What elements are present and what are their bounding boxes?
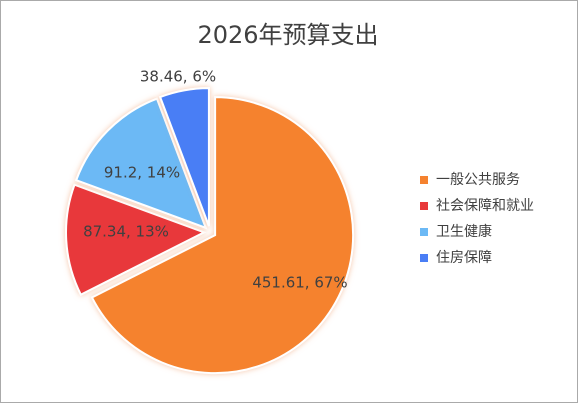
chart-title: 2026年预算支出 [197,21,378,49]
legend-label: 卫生健康 [436,223,492,240]
pie-slice [74,97,208,230]
pie-slice [90,96,355,375]
pie-slice [65,183,207,296]
legend-label: 一般公共服务 [436,172,520,188]
data-label: 38.46, 6% [140,68,216,86]
pie-slice [158,87,210,227]
data-label: 91.2, 14% [104,164,180,182]
legend-marker [420,228,428,236]
data-label: 451.61, 67% [252,274,347,292]
legend-label: 住房保障 [436,250,492,266]
legend-label: 社会保障和就业 [436,198,534,214]
legend-marker [420,176,428,184]
legend-marker [420,202,428,210]
data-label: 87.34, 13% [83,223,169,241]
legend-marker [420,254,428,262]
